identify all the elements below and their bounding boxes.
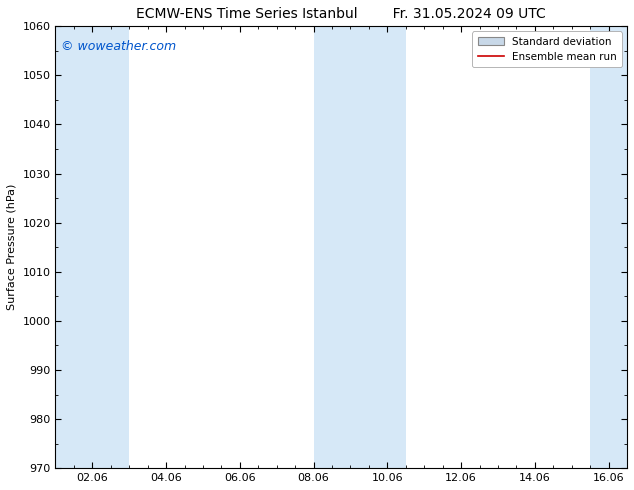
Title: ECMW-ENS Time Series Istanbul        Fr. 31.05.2024 09 UTC: ECMW-ENS Time Series Istanbul Fr. 31.05.… (136, 7, 546, 21)
Bar (590, 26, 627, 468)
Y-axis label: Surface Pressure (hPa): Surface Pressure (hPa) (7, 184, 17, 311)
Text: © woweather.com: © woweather.com (61, 40, 176, 52)
Bar (314, 26, 406, 468)
Legend: Standard deviation, Ensemble mean run: Standard deviation, Ensemble mean run (472, 31, 622, 67)
Bar (56, 26, 129, 468)
